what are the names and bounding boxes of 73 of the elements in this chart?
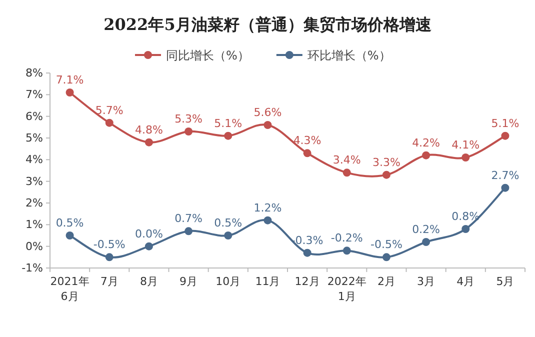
data-label: 1.2% xyxy=(254,201,282,214)
legend-label: 环比增长（%） xyxy=(307,48,391,62)
point xyxy=(462,225,470,233)
data-label: -0.5% xyxy=(370,238,402,252)
data-label: -0.3% xyxy=(291,234,324,247)
data-label: 5.1% xyxy=(491,116,520,130)
point xyxy=(264,216,272,224)
point xyxy=(224,132,232,140)
y-tick-label: 5% xyxy=(26,132,43,144)
data-label: 0.0% xyxy=(134,227,163,240)
y-tick-label: 6% xyxy=(26,110,43,123)
point xyxy=(422,238,430,246)
point xyxy=(144,138,153,146)
y-tick-label: 8% xyxy=(26,66,43,80)
x-tick-label: 12月 xyxy=(294,275,320,288)
point xyxy=(382,170,390,179)
point xyxy=(105,118,114,127)
data-label: 5.6% xyxy=(254,106,282,119)
data-label: 5.7% xyxy=(95,104,124,117)
data-label: 2.7% xyxy=(491,168,520,182)
x-tick-label: 2021年 6月 xyxy=(50,275,90,303)
data-label: 0.8% xyxy=(452,210,480,223)
x-tick-label: 2022年 1月 xyxy=(327,275,366,303)
x-tick-label: 5月 xyxy=(496,275,514,288)
x-tick-label: 2月 xyxy=(377,275,396,288)
x-tick-label: 8月 xyxy=(140,275,158,288)
point xyxy=(184,128,193,136)
x-tick-label: 10月 xyxy=(216,275,241,288)
data-label: 0.5% xyxy=(214,216,242,230)
y-tick-label: 2% xyxy=(26,196,43,210)
data-label: -0.5% xyxy=(93,238,126,252)
y-tick-label: 4% xyxy=(26,153,43,166)
data-label: 4.2% xyxy=(412,136,440,150)
point xyxy=(303,248,312,257)
point xyxy=(462,154,470,162)
data-label: -0.2% xyxy=(330,232,363,245)
x-tick-label: 4月 xyxy=(456,275,475,288)
data-label: 4.1% xyxy=(452,138,480,152)
y-tick-label: 1% xyxy=(26,218,43,232)
point xyxy=(422,151,430,160)
point xyxy=(303,149,312,158)
point xyxy=(501,184,510,192)
y-tick-label: 0% xyxy=(26,240,43,253)
point xyxy=(66,232,74,240)
x-tick-label: 11月 xyxy=(255,275,280,288)
data-label: 5.3% xyxy=(174,112,203,126)
x-tick-label: 7月 xyxy=(100,275,118,288)
data-label: 0.5% xyxy=(56,216,84,230)
y-tick-label: -1% xyxy=(22,262,43,274)
point xyxy=(184,227,193,236)
y-tick-label: 3% xyxy=(26,174,43,188)
y-tick-label: 7% xyxy=(26,88,43,102)
point xyxy=(66,88,74,96)
point xyxy=(224,232,232,240)
point xyxy=(264,121,272,129)
data-label: 0.7% xyxy=(174,212,203,226)
data-label: 4.3% xyxy=(293,134,322,148)
data-label: 3.3% xyxy=(372,156,400,169)
data-label: 5.1% xyxy=(214,116,242,130)
chart-title: 2022年5月油菜籽（普通）集贸市场价格增速 xyxy=(104,15,432,34)
data-label: 0.2% xyxy=(412,223,440,236)
point xyxy=(105,253,114,262)
point xyxy=(342,246,351,255)
data-label: 7.1% xyxy=(56,74,84,86)
legend-label: 同比增长（%） xyxy=(166,48,250,62)
point xyxy=(501,132,510,140)
point xyxy=(144,242,153,250)
data-label: 4.8% xyxy=(134,123,163,136)
point xyxy=(342,168,351,177)
x-tick-label: 9月 xyxy=(180,275,198,288)
point xyxy=(382,253,390,262)
x-tick-label: 3月 xyxy=(417,275,436,288)
data-label: 3.4% xyxy=(332,154,361,167)
